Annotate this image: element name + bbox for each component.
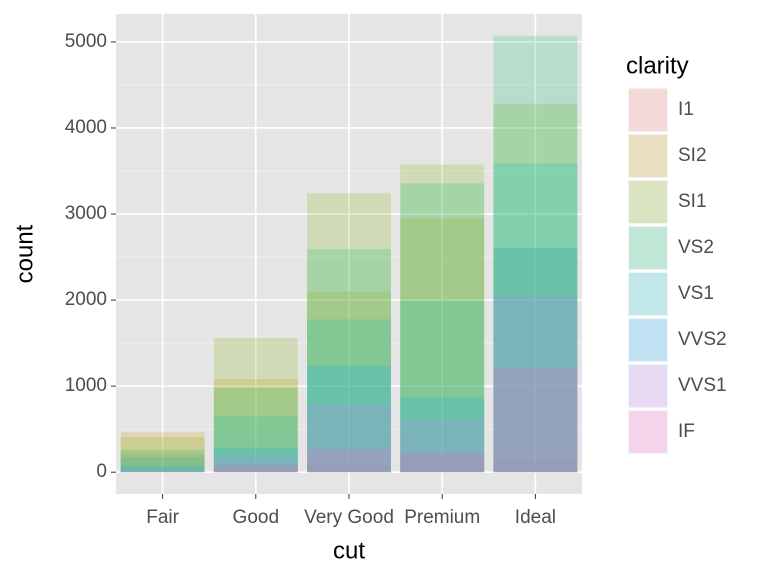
y-tick-label: 2000	[65, 289, 107, 310]
legend-key	[629, 227, 667, 269]
legend-key	[629, 135, 667, 177]
legend-key-bg	[628, 364, 668, 408]
bar	[307, 464, 391, 473]
x-axis-title: cut	[333, 537, 365, 564]
bar	[307, 319, 391, 473]
legend-key-bg	[628, 226, 668, 270]
legend-label: SI1	[678, 191, 707, 212]
y-tick-label: 1000	[65, 375, 107, 396]
bar	[493, 103, 578, 473]
bar	[307, 291, 391, 473]
x-tick-label: Good	[233, 507, 279, 528]
bar	[213, 456, 298, 473]
bar	[213, 463, 298, 473]
bar	[493, 459, 578, 473]
legend-key-bg	[628, 134, 668, 178]
bar	[400, 452, 485, 473]
y-tick-label: 3000	[65, 203, 107, 224]
bar	[307, 193, 391, 473]
legend-key-bg	[628, 272, 668, 316]
bar	[307, 449, 391, 473]
bar	[493, 248, 578, 473]
legend-label: IF	[678, 421, 695, 442]
bar	[213, 416, 298, 473]
legend-title: clarity	[626, 52, 689, 79]
bar	[400, 183, 485, 473]
bar	[213, 379, 298, 473]
bar	[493, 35, 578, 473]
bar	[400, 454, 485, 473]
legend-key	[629, 319, 667, 361]
bar	[307, 404, 391, 473]
x-tick-label: Ideal	[515, 507, 556, 528]
bar	[120, 437, 205, 473]
legend-label: VVS2	[678, 329, 727, 350]
x-tick-label: Fair	[146, 507, 179, 528]
bar	[307, 365, 391, 473]
bar	[120, 432, 205, 473]
bar	[400, 164, 485, 473]
legend-key-bg	[628, 88, 668, 132]
legend-key	[629, 411, 667, 453]
bar	[493, 367, 578, 473]
bar	[493, 163, 578, 473]
legend-key	[629, 273, 667, 315]
legend-key	[629, 181, 667, 223]
y-tick-label: 4000	[65, 117, 107, 138]
bar	[120, 466, 205, 473]
x-tick-label: Very Good	[304, 507, 394, 528]
legend-key-bg	[628, 318, 668, 362]
bar	[493, 247, 578, 473]
legend-key-bg	[628, 410, 668, 454]
legend-label: VS2	[678, 237, 714, 258]
legend-label: SI2	[678, 145, 707, 166]
bar	[400, 218, 485, 473]
bar	[307, 249, 391, 473]
legend-key	[629, 365, 667, 407]
bar	[213, 337, 298, 473]
bar	[120, 454, 205, 473]
y-tick-label: 5000	[65, 31, 107, 52]
bar	[400, 419, 485, 473]
y-tick-label: 0	[96, 461, 107, 482]
bar	[120, 471, 205, 473]
legend-label: VVS1	[678, 375, 727, 396]
legend-key-bg	[628, 180, 668, 224]
legend-key	[629, 89, 667, 131]
bar	[120, 470, 205, 473]
bar	[213, 466, 298, 473]
legend-label: I1	[678, 99, 694, 120]
bar	[120, 449, 205, 473]
bar	[400, 397, 485, 473]
y-axis-title: count	[11, 224, 38, 283]
bar	[400, 301, 485, 473]
bar	[120, 457, 205, 473]
bar	[213, 388, 298, 473]
bar	[493, 296, 578, 473]
bar	[213, 447, 298, 473]
x-tick-label: Premium	[404, 507, 480, 528]
legend-label: VS1	[678, 283, 714, 304]
